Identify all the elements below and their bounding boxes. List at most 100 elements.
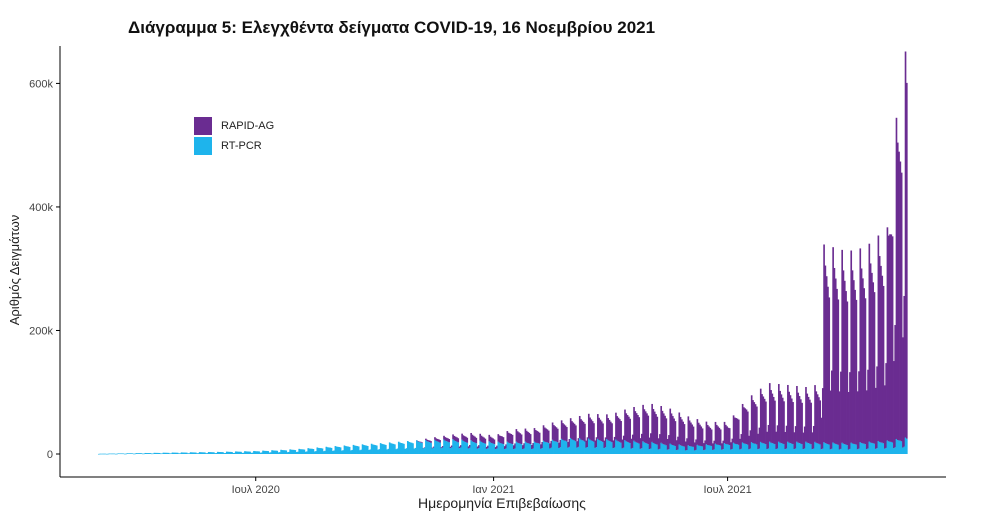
bar-rt-pcr <box>578 438 581 454</box>
bar-rapid-ag <box>812 426 815 449</box>
bar-rapid-ag <box>515 429 518 442</box>
bar-rt-pcr <box>421 442 423 454</box>
bar-rt-pcr <box>231 452 233 454</box>
bar-rt-pcr <box>661 443 664 454</box>
bar-rt-pcr <box>787 441 789 454</box>
bar-rt-pcr <box>842 443 845 454</box>
bar-rapid-ag <box>565 427 568 442</box>
bar-rapid-ag <box>871 272 873 443</box>
bar-rt-pcr <box>487 448 489 454</box>
bar-rapid-ag <box>708 426 710 446</box>
bar-rt-pcr <box>344 446 347 454</box>
bar-rt-pcr <box>659 448 661 454</box>
bar-rt-pcr <box>821 448 824 454</box>
bar-rt-pcr <box>819 444 822 454</box>
bar-rt-pcr <box>417 441 419 454</box>
bar-rt-pcr <box>613 447 616 454</box>
bar-rt-pcr <box>392 443 395 454</box>
bar-rt-pcr <box>431 448 434 454</box>
bar-rt-pcr <box>450 447 453 454</box>
bar-rt-pcr <box>832 442 834 454</box>
bar-rapid-ag <box>593 423 595 442</box>
bar-rapid-ag <box>714 421 717 444</box>
bar-rt-pcr <box>598 440 600 454</box>
bar-rapid-ag <box>434 437 436 440</box>
bar-rapid-ag <box>700 426 703 447</box>
bar-rapid-ag <box>889 234 891 442</box>
bar-rapid-ag <box>781 397 784 444</box>
bar-rapid-ag <box>906 82 908 439</box>
bar-rapid-ag <box>510 433 513 444</box>
bar-rt-pcr <box>794 448 797 454</box>
bar-rapid-ag <box>665 418 668 446</box>
bar-rapid-ag <box>659 434 661 449</box>
bar-rt-pcr <box>247 451 250 454</box>
bar-rt-pcr <box>669 443 672 454</box>
bar-rt-pcr <box>757 449 759 454</box>
bar-rt-pcr <box>413 448 416 454</box>
bar-rt-pcr <box>149 453 152 454</box>
bar-rt-pcr <box>753 443 756 454</box>
bar-rt-pcr <box>686 450 688 454</box>
bar-rapid-ag <box>763 398 766 444</box>
bar-rapid-ag <box>582 422 585 441</box>
bar-rapid-ag <box>794 426 797 449</box>
bar-rt-pcr <box>587 438 590 454</box>
bar-rt-pcr <box>385 444 387 454</box>
bar-rapid-ag <box>886 227 889 441</box>
x-tick-label: Ιουλ 2020 <box>232 484 280 496</box>
bar-rt-pcr <box>683 446 686 454</box>
bar-rapid-ag <box>494 447 497 450</box>
bar-rt-pcr <box>202 452 205 454</box>
bar-rt-pcr <box>136 453 139 454</box>
bar-rapid-ag <box>750 395 753 443</box>
bar-rt-pcr <box>752 443 754 454</box>
bar-rapid-ag <box>827 286 829 445</box>
bar-rt-pcr <box>312 449 315 454</box>
legend-swatch-rapid-ag <box>194 117 212 135</box>
bar-rt-pcr <box>161 453 163 455</box>
bar-rapid-ag <box>426 439 429 442</box>
bar-rapid-ag <box>748 435 750 450</box>
bar-rt-pcr <box>886 440 889 454</box>
bar-rapid-ag <box>461 433 463 440</box>
bar-rapid-ag <box>891 236 894 443</box>
bar-rapid-ag <box>732 415 735 443</box>
bar-rt-pcr <box>346 446 348 454</box>
bar-rt-pcr <box>107 453 109 455</box>
bar-rt-pcr <box>193 452 196 454</box>
bar-rt-pcr <box>801 444 803 454</box>
bar-rapid-ag <box>805 387 807 442</box>
bar-rt-pcr <box>616 440 619 454</box>
bar-rapid-ag <box>775 431 778 450</box>
bar-rapid-ag <box>846 301 849 446</box>
bar-rapid-ag <box>518 432 520 444</box>
bar-rt-pcr <box>295 452 298 454</box>
bar-rapid-ag <box>439 440 441 443</box>
bar-rt-pcr <box>404 448 407 454</box>
bar-rt-pcr <box>872 443 875 454</box>
bar-rt-pcr <box>214 453 216 454</box>
bar-rt-pcr <box>708 445 710 454</box>
bar-rapid-ag <box>564 425 567 441</box>
bar-rapid-ag <box>465 436 467 443</box>
bar-rapid-ag <box>675 440 678 451</box>
bar-rapid-ag <box>441 446 444 448</box>
bar-rt-pcr <box>448 442 450 454</box>
bar-rapid-ag <box>509 433 511 444</box>
bar-rt-pcr <box>690 446 692 454</box>
bar-rt-pcr <box>705 444 708 454</box>
bar-rt-pcr <box>258 451 260 454</box>
bar-rapid-ag <box>577 438 580 447</box>
bar-rt-pcr <box>359 450 361 454</box>
bar-rt-pcr <box>567 447 569 454</box>
bar-rt-pcr <box>447 441 449 454</box>
bar-rt-pcr <box>529 444 532 454</box>
bar-rt-pcr <box>364 445 366 454</box>
bar-rt-pcr <box>827 444 829 454</box>
bar-rapid-ag <box>647 415 650 445</box>
bar-rapid-ag <box>752 400 754 444</box>
bar-rt-pcr <box>449 448 452 454</box>
bar-rt-pcr <box>603 447 606 454</box>
bar-rt-pcr <box>726 444 728 454</box>
